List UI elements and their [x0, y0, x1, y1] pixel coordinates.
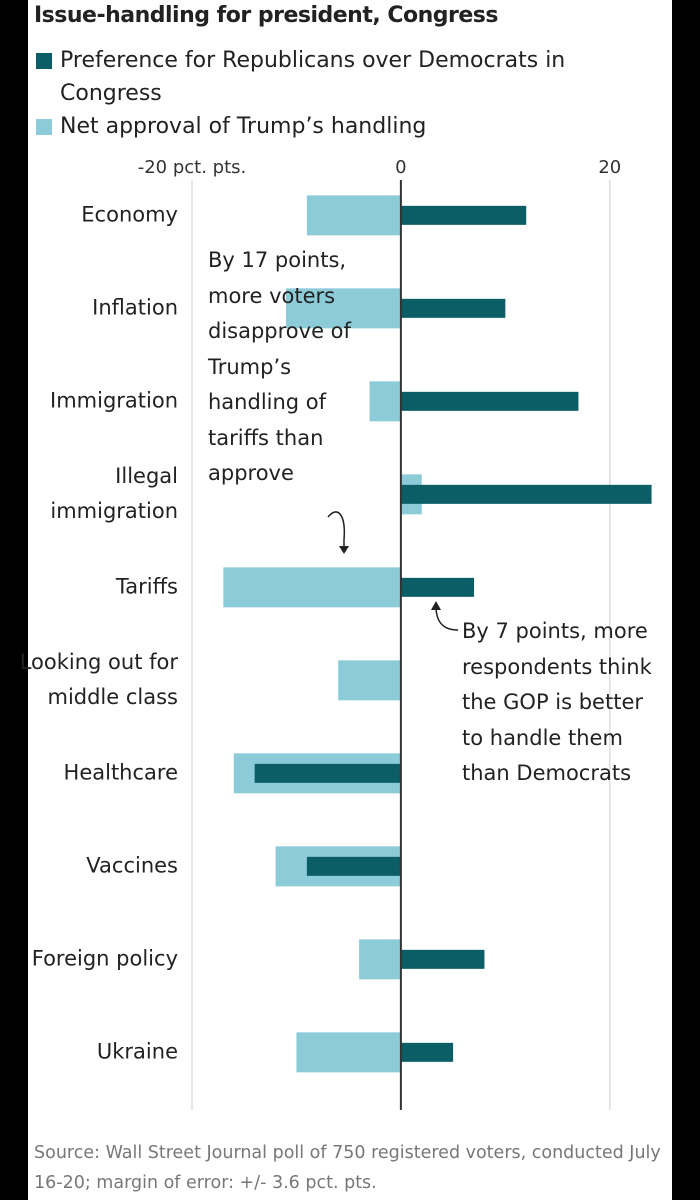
bar: [400, 484, 652, 504]
y-tick-label: Economy: [81, 202, 178, 227]
bar: [306, 856, 401, 876]
bar: [223, 567, 401, 608]
legend-swatch: [36, 119, 52, 135]
legend-entry: Net approval of Trump’s handling: [36, 110, 600, 143]
legend-entry: Preference for Republicans over Democrat…: [36, 44, 600, 110]
bar: [254, 763, 401, 783]
y-tick-label: Healthcare: [63, 760, 178, 785]
chart-panel: Issue-handling for president, Congress P…: [20, 0, 672, 1200]
bar: [400, 205, 527, 225]
x-tick-label: 0: [395, 157, 407, 178]
x-tick-label: 20: [598, 157, 622, 178]
bar: [306, 195, 401, 236]
bar: [296, 1032, 401, 1073]
y-tick-label: Ukraine: [96, 1039, 178, 1064]
bar: [400, 298, 506, 318]
bar: [400, 1042, 454, 1062]
y-tick-label: Immigration: [50, 388, 178, 413]
bar: [359, 939, 401, 980]
y-tick-label: Tariffs: [115, 574, 178, 599]
arrow: [327, 511, 346, 552]
y-tick-label: Looking out for middle class: [19, 650, 178, 710]
y-tick-label: Inflation: [92, 295, 178, 320]
annotation: By 17 points, more voters disapprove of …: [208, 248, 351, 485]
y-tick-label: Vaccines: [86, 853, 178, 878]
arrow: [435, 605, 459, 631]
annotation: By 7 points, more respondents think the …: [462, 619, 652, 785]
bar: [400, 391, 579, 411]
arrowhead: [431, 601, 441, 610]
bar: [286, 288, 401, 329]
x-tick-label: -20 pct. pts.: [137, 157, 247, 178]
source-note: Source: Wall Street Journal poll of 750 …: [34, 1143, 661, 1193]
chart-title: Issue-handling for president, Congress: [34, 3, 499, 28]
legend-label: Net approval of Trump’s handling: [60, 114, 427, 139]
bar: [338, 660, 401, 701]
plot: [191, 180, 652, 1110]
arrowhead: [339, 546, 349, 554]
y-tick-label: Foreign policy: [31, 946, 178, 971]
y-tick-label: Illegal immigration: [50, 464, 178, 524]
bar: [400, 577, 474, 597]
bar: [369, 381, 401, 422]
legend-swatch: [36, 53, 52, 69]
legend-label: Preference for Republicans over Democrat…: [60, 48, 566, 106]
bar: [400, 949, 485, 969]
